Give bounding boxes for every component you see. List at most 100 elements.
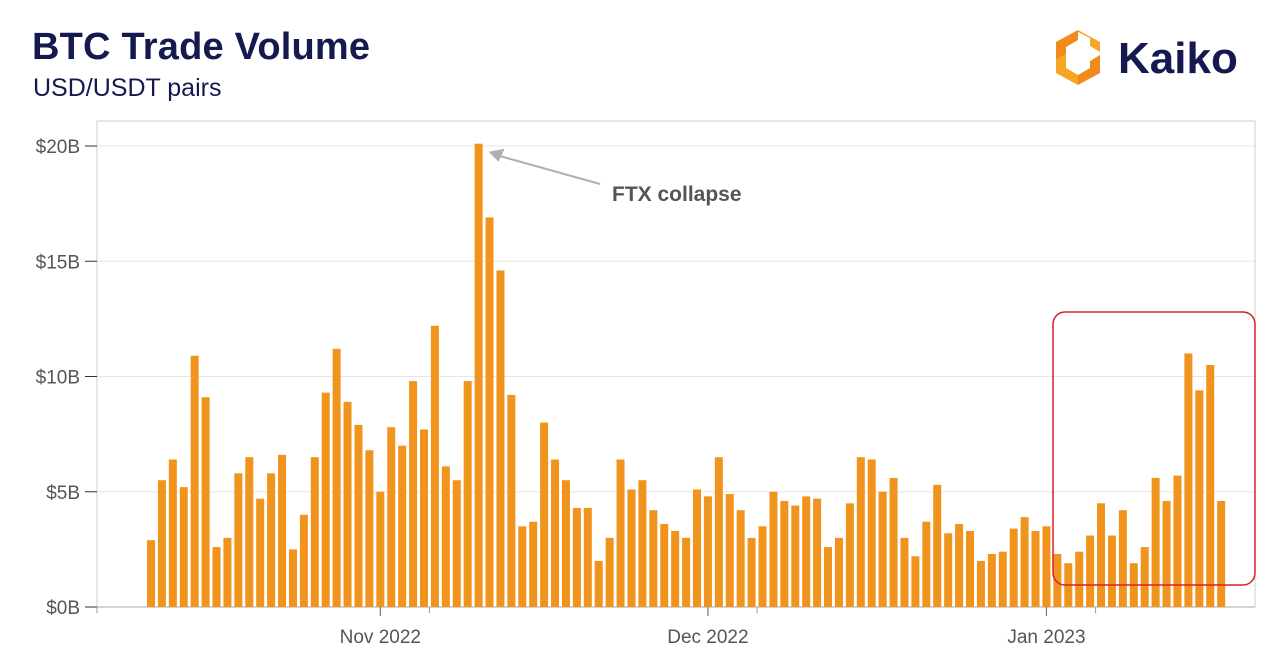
bar bbox=[190, 355, 199, 607]
bar bbox=[583, 507, 592, 607]
bar bbox=[1195, 390, 1204, 607]
bar bbox=[507, 394, 516, 607]
brand-name: Kaiko bbox=[1118, 34, 1238, 83]
bar bbox=[387, 427, 396, 607]
bar bbox=[518, 526, 527, 607]
bar bbox=[955, 524, 964, 607]
bar bbox=[867, 459, 876, 607]
x-axis-labels: Nov 2022 Dec 2022 Jan 2023 bbox=[96, 607, 1097, 648]
bar bbox=[802, 496, 811, 607]
bar bbox=[354, 424, 363, 607]
bar bbox=[1173, 475, 1182, 607]
bar bbox=[813, 498, 822, 607]
y-tick-label: $10B bbox=[36, 368, 80, 389]
bar bbox=[758, 526, 767, 607]
bar bbox=[649, 510, 658, 607]
bar bbox=[824, 547, 833, 607]
bar bbox=[496, 270, 505, 607]
chart-title: BTC Trade Volume bbox=[32, 26, 371, 68]
bar bbox=[1206, 364, 1215, 607]
bar bbox=[933, 484, 942, 607]
kaiko-logo-icon bbox=[1056, 30, 1100, 85]
bar bbox=[987, 553, 996, 607]
bar bbox=[365, 450, 374, 607]
bar bbox=[703, 496, 712, 607]
bar bbox=[889, 477, 898, 607]
bar bbox=[561, 480, 570, 607]
bar bbox=[856, 457, 865, 607]
bar bbox=[1075, 551, 1084, 607]
x-tick-label: Jan 2023 bbox=[1007, 627, 1085, 648]
bar bbox=[485, 217, 494, 607]
bar bbox=[430, 325, 439, 607]
bar bbox=[900, 537, 909, 607]
bar bbox=[671, 530, 680, 607]
bar bbox=[1118, 510, 1127, 607]
bar bbox=[594, 560, 603, 607]
bar bbox=[474, 143, 483, 607]
bar bbox=[714, 457, 723, 607]
bar bbox=[168, 459, 177, 607]
bar bbox=[201, 397, 210, 607]
bar bbox=[966, 530, 974, 607]
bar bbox=[834, 537, 843, 607]
bar bbox=[157, 480, 166, 607]
bar bbox=[343, 401, 352, 607]
bar bbox=[409, 381, 418, 607]
bar bbox=[463, 381, 472, 607]
highlight-box bbox=[1052, 311, 1256, 586]
annotation-arrow-line bbox=[498, 154, 601, 185]
bar bbox=[245, 457, 254, 607]
bar bbox=[1097, 503, 1106, 607]
bar bbox=[147, 540, 155, 607]
bar bbox=[1020, 517, 1029, 607]
annotation-arrow-head bbox=[488, 148, 505, 162]
x-tick-label: Nov 2022 bbox=[340, 627, 421, 648]
bar bbox=[616, 459, 625, 607]
bar bbox=[605, 537, 614, 607]
bar bbox=[267, 473, 276, 607]
chart-subtitle: USD/USDT pairs bbox=[33, 74, 222, 102]
bar bbox=[332, 348, 341, 607]
bar bbox=[1086, 535, 1095, 607]
bar bbox=[452, 480, 461, 607]
y-tick-label: $20B bbox=[36, 137, 80, 158]
bar bbox=[420, 429, 428, 607]
bar bbox=[234, 473, 243, 607]
bar bbox=[638, 480, 647, 607]
bar bbox=[660, 524, 669, 607]
bar bbox=[212, 547, 221, 607]
bar bbox=[911, 556, 920, 607]
bar bbox=[1184, 353, 1193, 607]
bar bbox=[769, 491, 778, 607]
bar bbox=[288, 549, 297, 607]
annotation-label: FTX collapse bbox=[612, 183, 742, 206]
bar bbox=[780, 500, 789, 607]
bar bbox=[223, 537, 232, 607]
bar bbox=[693, 489, 701, 607]
bar bbox=[376, 491, 385, 607]
bar bbox=[922, 521, 931, 607]
y-tick-label: $0B bbox=[46, 598, 80, 619]
bar bbox=[1053, 553, 1062, 607]
bar bbox=[736, 510, 745, 607]
bar bbox=[540, 422, 549, 607]
bar bbox=[944, 533, 953, 607]
bar bbox=[299, 514, 308, 607]
bar bbox=[791, 505, 800, 607]
bar bbox=[627, 489, 636, 607]
bar bbox=[1031, 530, 1040, 607]
bar bbox=[1009, 528, 1018, 607]
bar bbox=[1042, 526, 1051, 607]
bar bbox=[976, 560, 985, 607]
bar bbox=[310, 457, 319, 607]
bar bbox=[256, 498, 265, 607]
bar bbox=[551, 459, 560, 607]
bar bbox=[398, 445, 407, 607]
x-tick-label: Dec 2022 bbox=[667, 627, 748, 648]
y-axis-labels: $0B $5B $10B $15B $20B bbox=[36, 137, 97, 619]
bars bbox=[147, 143, 1226, 607]
bar bbox=[747, 537, 756, 607]
bar bbox=[529, 521, 538, 607]
